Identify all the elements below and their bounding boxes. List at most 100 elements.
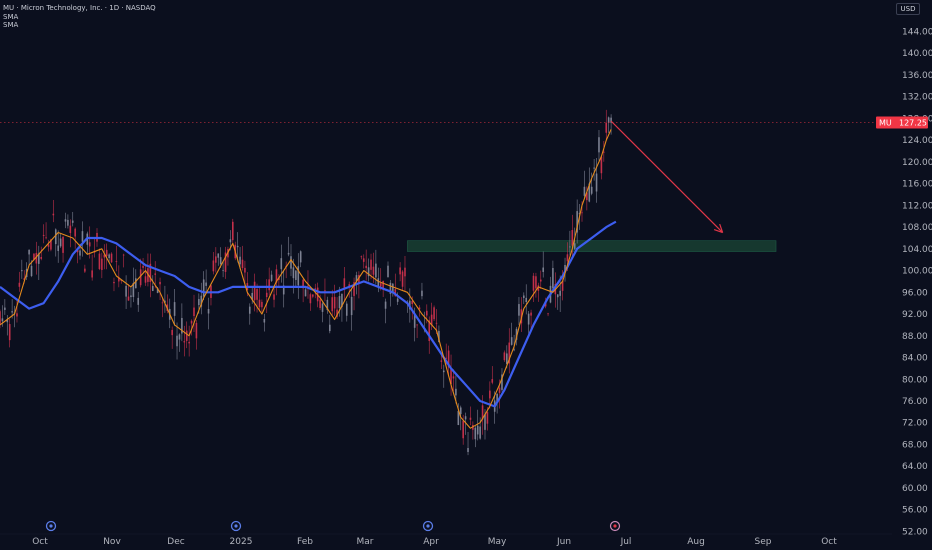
candle bbox=[329, 324, 331, 332]
indicator-sma-fast-label[interactable]: SMA bbox=[3, 13, 19, 21]
candle bbox=[98, 253, 101, 270]
candle bbox=[610, 117, 612, 123]
upcoming-event-icon[interactable] bbox=[609, 520, 621, 532]
candle bbox=[426, 310, 428, 316]
candle bbox=[598, 137, 600, 153]
candle bbox=[440, 360, 443, 362]
candle bbox=[384, 301, 387, 309]
candle bbox=[411, 300, 414, 305]
candle bbox=[321, 303, 324, 312]
candle bbox=[358, 274, 360, 284]
candle bbox=[21, 270, 23, 272]
candle bbox=[566, 254, 569, 262]
candle bbox=[171, 329, 173, 336]
candle bbox=[561, 280, 564, 291]
candle bbox=[205, 282, 207, 286]
candle bbox=[581, 212, 583, 214]
candle bbox=[498, 387, 501, 393]
candle bbox=[207, 309, 210, 314]
y-tick-label: 76.00 bbox=[902, 397, 928, 407]
candle bbox=[525, 297, 528, 302]
candle bbox=[79, 250, 81, 256]
candle bbox=[183, 341, 186, 343]
earnings-event-icon[interactable] bbox=[422, 520, 434, 532]
candle bbox=[503, 352, 506, 361]
candle bbox=[506, 353, 508, 364]
candle bbox=[6, 319, 9, 323]
indicator-sma-slow-label[interactable]: SMA bbox=[3, 21, 19, 29]
y-tick-label: 136.00 bbox=[902, 71, 932, 81]
candle bbox=[248, 306, 251, 314]
candle bbox=[118, 277, 120, 282]
candle bbox=[290, 256, 292, 269]
y-tick-label: 100.00 bbox=[902, 267, 932, 277]
candle bbox=[515, 328, 518, 340]
y-tick-label: 52.00 bbox=[902, 527, 928, 537]
candle bbox=[556, 294, 559, 298]
candle bbox=[331, 297, 334, 312]
candle bbox=[343, 278, 346, 289]
support-zone bbox=[407, 240, 777, 252]
candle bbox=[103, 254, 106, 258]
x-tick-label: Oct bbox=[32, 537, 48, 547]
candle bbox=[50, 239, 52, 250]
candle bbox=[217, 253, 220, 258]
candle bbox=[537, 285, 540, 291]
candle bbox=[324, 290, 326, 292]
candle bbox=[433, 307, 435, 320]
candle bbox=[253, 281, 256, 301]
candle bbox=[151, 285, 154, 291]
earnings-event-icon[interactable] bbox=[45, 520, 57, 532]
candle bbox=[229, 239, 232, 243]
candle bbox=[113, 281, 115, 284]
candle bbox=[69, 225, 72, 234]
candle bbox=[154, 273, 156, 275]
candle bbox=[127, 296, 130, 301]
candle bbox=[588, 183, 591, 202]
candle bbox=[367, 267, 370, 277]
candle bbox=[413, 314, 416, 328]
candle bbox=[302, 279, 304, 289]
symbol-title[interactable]: MU · Micron Technology, Inc. · 1D · NASD… bbox=[3, 4, 156, 12]
candle bbox=[333, 296, 336, 309]
candle bbox=[105, 249, 108, 257]
candle bbox=[265, 292, 268, 298]
price-axis bbox=[892, 0, 932, 550]
earnings-event-icon[interactable] bbox=[230, 520, 242, 532]
candle bbox=[399, 267, 401, 275]
candle bbox=[219, 257, 222, 265]
candle bbox=[513, 349, 515, 351]
y-tick-label: 84.00 bbox=[902, 354, 928, 364]
candle bbox=[467, 448, 469, 452]
candle bbox=[375, 263, 377, 278]
currency-button[interactable]: USD bbox=[896, 3, 920, 15]
y-tick-label: 60.00 bbox=[902, 484, 928, 494]
candle bbox=[280, 258, 283, 270]
candle bbox=[491, 379, 494, 383]
candle bbox=[88, 242, 91, 247]
candle bbox=[464, 416, 467, 420]
candle bbox=[156, 288, 159, 293]
candle bbox=[530, 312, 532, 316]
candle bbox=[122, 254, 125, 256]
candle bbox=[590, 186, 593, 194]
x-tick-label: May bbox=[488, 537, 507, 547]
candle bbox=[137, 297, 140, 305]
candle bbox=[603, 151, 605, 153]
x-tick-label: Oct bbox=[821, 537, 837, 547]
candle bbox=[452, 376, 455, 379]
candle bbox=[309, 294, 312, 304]
candle bbox=[185, 330, 188, 341]
candle bbox=[593, 167, 595, 169]
candle bbox=[57, 245, 59, 251]
candle bbox=[457, 410, 460, 425]
candle bbox=[108, 254, 110, 259]
candle bbox=[193, 307, 195, 317]
candle bbox=[552, 268, 554, 289]
candle bbox=[273, 294, 275, 300]
candle bbox=[23, 278, 26, 280]
x-tick-label: Jul bbox=[620, 537, 632, 547]
y-tick-label: 92.00 bbox=[902, 310, 928, 320]
candle bbox=[394, 289, 397, 297]
